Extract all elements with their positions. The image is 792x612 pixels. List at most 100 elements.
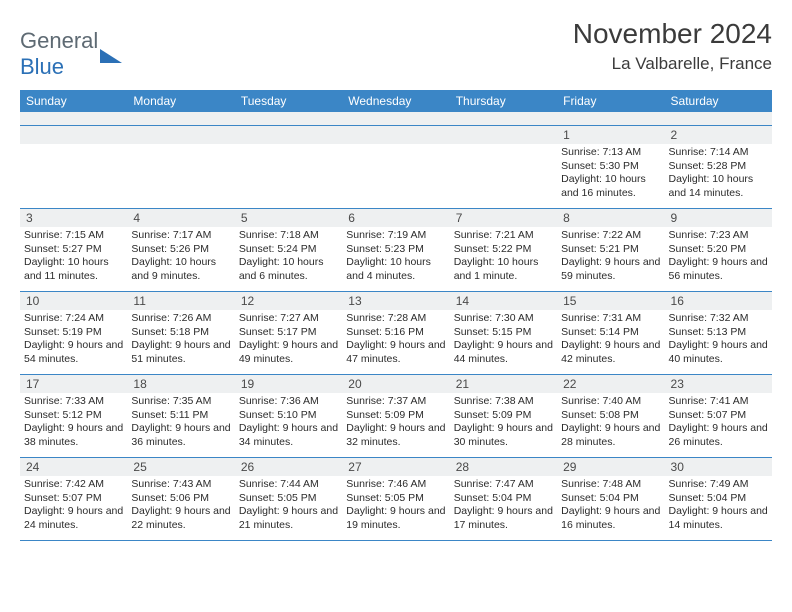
day-cell: 24Sunrise: 7:42 AMSunset: 5:07 PMDayligh… [20, 458, 127, 540]
day-number: 6 [342, 209, 449, 227]
day-data: Sunrise: 7:22 AMSunset: 5:21 PMDaylight:… [557, 227, 664, 288]
day-data: Sunrise: 7:38 AMSunset: 5:09 PMDaylight:… [450, 393, 557, 454]
sunrise: Sunrise: 7:21 AM [454, 229, 553, 243]
day-data: Sunrise: 7:43 AMSunset: 5:06 PMDaylight:… [127, 476, 234, 537]
sunrise: Sunrise: 7:18 AM [239, 229, 338, 243]
day-data: Sunrise: 7:26 AMSunset: 5:18 PMDaylight:… [127, 310, 234, 371]
calendar-page: General Blue November 2024 La Valbarelle… [0, 0, 792, 541]
daylight: Daylight: 9 hours and 24 minutes. [24, 505, 123, 532]
sunset: Sunset: 5:13 PM [669, 326, 768, 340]
day-data: Sunrise: 7:47 AMSunset: 5:04 PMDaylight:… [450, 476, 557, 537]
daylight: Daylight: 9 hours and 16 minutes. [561, 505, 660, 532]
sunrise: Sunrise: 7:33 AM [24, 395, 123, 409]
day-data: Sunrise: 7:44 AMSunset: 5:05 PMDaylight:… [235, 476, 342, 537]
day-cell [127, 126, 234, 208]
day-cell: 20Sunrise: 7:37 AMSunset: 5:09 PMDayligh… [342, 375, 449, 457]
day-number: 10 [20, 292, 127, 310]
sunset: Sunset: 5:05 PM [239, 492, 338, 506]
day-cell: 18Sunrise: 7:35 AMSunset: 5:11 PMDayligh… [127, 375, 234, 457]
daylight: Daylight: 9 hours and 22 minutes. [131, 505, 230, 532]
day-number: 2 [665, 126, 772, 144]
daylight: Daylight: 9 hours and 26 minutes. [669, 422, 768, 449]
day-cell: 21Sunrise: 7:38 AMSunset: 5:09 PMDayligh… [450, 375, 557, 457]
daylight: Daylight: 9 hours and 30 minutes. [454, 422, 553, 449]
day-data: Sunrise: 7:13 AMSunset: 5:30 PMDaylight:… [557, 144, 664, 205]
gap-row [20, 112, 772, 126]
daylight: Daylight: 9 hours and 34 minutes. [239, 422, 338, 449]
day-cell: 2Sunrise: 7:14 AMSunset: 5:28 PMDaylight… [665, 126, 772, 208]
day-data: Sunrise: 7:15 AMSunset: 5:27 PMDaylight:… [20, 227, 127, 288]
sunrise: Sunrise: 7:31 AM [561, 312, 660, 326]
day-cell: 13Sunrise: 7:28 AMSunset: 5:16 PMDayligh… [342, 292, 449, 374]
daylight: Daylight: 9 hours and 42 minutes. [561, 339, 660, 366]
sunset: Sunset: 5:04 PM [669, 492, 768, 506]
sunset: Sunset: 5:22 PM [454, 243, 553, 257]
day-cell: 17Sunrise: 7:33 AMSunset: 5:12 PMDayligh… [20, 375, 127, 457]
sunset: Sunset: 5:19 PM [24, 326, 123, 340]
sunrise: Sunrise: 7:24 AM [24, 312, 123, 326]
day-cell: 8Sunrise: 7:22 AMSunset: 5:21 PMDaylight… [557, 209, 664, 291]
day-cell: 4Sunrise: 7:17 AMSunset: 5:26 PMDaylight… [127, 209, 234, 291]
day-number: 22 [557, 375, 664, 393]
dow-row: Sunday Monday Tuesday Wednesday Thursday… [20, 90, 772, 112]
daylight: Daylight: 9 hours and 44 minutes. [454, 339, 553, 366]
daylight: Daylight: 10 hours and 6 minutes. [239, 256, 338, 283]
day-data: Sunrise: 7:24 AMSunset: 5:19 PMDaylight:… [20, 310, 127, 371]
day-data: Sunrise: 7:37 AMSunset: 5:09 PMDaylight:… [342, 393, 449, 454]
daylight: Daylight: 9 hours and 17 minutes. [454, 505, 553, 532]
day-cell [342, 126, 449, 208]
day-data: Sunrise: 7:41 AMSunset: 5:07 PMDaylight:… [665, 393, 772, 454]
day-data: Sunrise: 7:28 AMSunset: 5:16 PMDaylight:… [342, 310, 449, 371]
sunset: Sunset: 5:21 PM [561, 243, 660, 257]
day-number [450, 126, 557, 144]
day-cell: 12Sunrise: 7:27 AMSunset: 5:17 PMDayligh… [235, 292, 342, 374]
day-data: Sunrise: 7:17 AMSunset: 5:26 PMDaylight:… [127, 227, 234, 288]
dow-tue: Tuesday [235, 90, 342, 112]
dow-thu: Thursday [450, 90, 557, 112]
sunset: Sunset: 5:09 PM [346, 409, 445, 423]
sunrise: Sunrise: 7:36 AM [239, 395, 338, 409]
day-number: 30 [665, 458, 772, 476]
daylight: Daylight: 9 hours and 54 minutes. [24, 339, 123, 366]
sunset: Sunset: 5:15 PM [454, 326, 553, 340]
sunrise: Sunrise: 7:47 AM [454, 478, 553, 492]
daylight: Daylight: 9 hours and 49 minutes. [239, 339, 338, 366]
day-cell: 28Sunrise: 7:47 AMSunset: 5:04 PMDayligh… [450, 458, 557, 540]
sunrise: Sunrise: 7:28 AM [346, 312, 445, 326]
day-number: 23 [665, 375, 772, 393]
day-number: 19 [235, 375, 342, 393]
day-number: 8 [557, 209, 664, 227]
calendar: Sunday Monday Tuesday Wednesday Thursday… [20, 90, 772, 541]
day-number: 29 [557, 458, 664, 476]
day-cell: 15Sunrise: 7:31 AMSunset: 5:14 PMDayligh… [557, 292, 664, 374]
day-number: 17 [20, 375, 127, 393]
header: General Blue November 2024 La Valbarelle… [20, 18, 772, 80]
week-row: 24Sunrise: 7:42 AMSunset: 5:07 PMDayligh… [20, 458, 772, 541]
day-cell: 30Sunrise: 7:49 AMSunset: 5:04 PMDayligh… [665, 458, 772, 540]
daylight: Daylight: 9 hours and 19 minutes. [346, 505, 445, 532]
sunrise: Sunrise: 7:32 AM [669, 312, 768, 326]
day-cell: 1Sunrise: 7:13 AMSunset: 5:30 PMDaylight… [557, 126, 664, 208]
day-data: Sunrise: 7:40 AMSunset: 5:08 PMDaylight:… [557, 393, 664, 454]
day-number: 5 [235, 209, 342, 227]
day-cell: 7Sunrise: 7:21 AMSunset: 5:22 PMDaylight… [450, 209, 557, 291]
day-cell: 23Sunrise: 7:41 AMSunset: 5:07 PMDayligh… [665, 375, 772, 457]
day-number: 3 [20, 209, 127, 227]
weeks-container: 1Sunrise: 7:13 AMSunset: 5:30 PMDaylight… [20, 126, 772, 541]
day-data: Sunrise: 7:31 AMSunset: 5:14 PMDaylight:… [557, 310, 664, 371]
daylight: Daylight: 10 hours and 16 minutes. [561, 173, 660, 200]
sunrise: Sunrise: 7:44 AM [239, 478, 338, 492]
day-cell: 25Sunrise: 7:43 AMSunset: 5:06 PMDayligh… [127, 458, 234, 540]
sunset: Sunset: 5:09 PM [454, 409, 553, 423]
day-cell [450, 126, 557, 208]
day-data: Sunrise: 7:30 AMSunset: 5:15 PMDaylight:… [450, 310, 557, 371]
logo-part1: General [20, 28, 98, 53]
daylight: Daylight: 10 hours and 4 minutes. [346, 256, 445, 283]
logo-triangle-icon [100, 24, 122, 63]
day-cell [235, 126, 342, 208]
dow-sun: Sunday [20, 90, 127, 112]
daylight: Daylight: 9 hours and 38 minutes. [24, 422, 123, 449]
day-number: 20 [342, 375, 449, 393]
day-number: 1 [557, 126, 664, 144]
day-number [127, 126, 234, 144]
